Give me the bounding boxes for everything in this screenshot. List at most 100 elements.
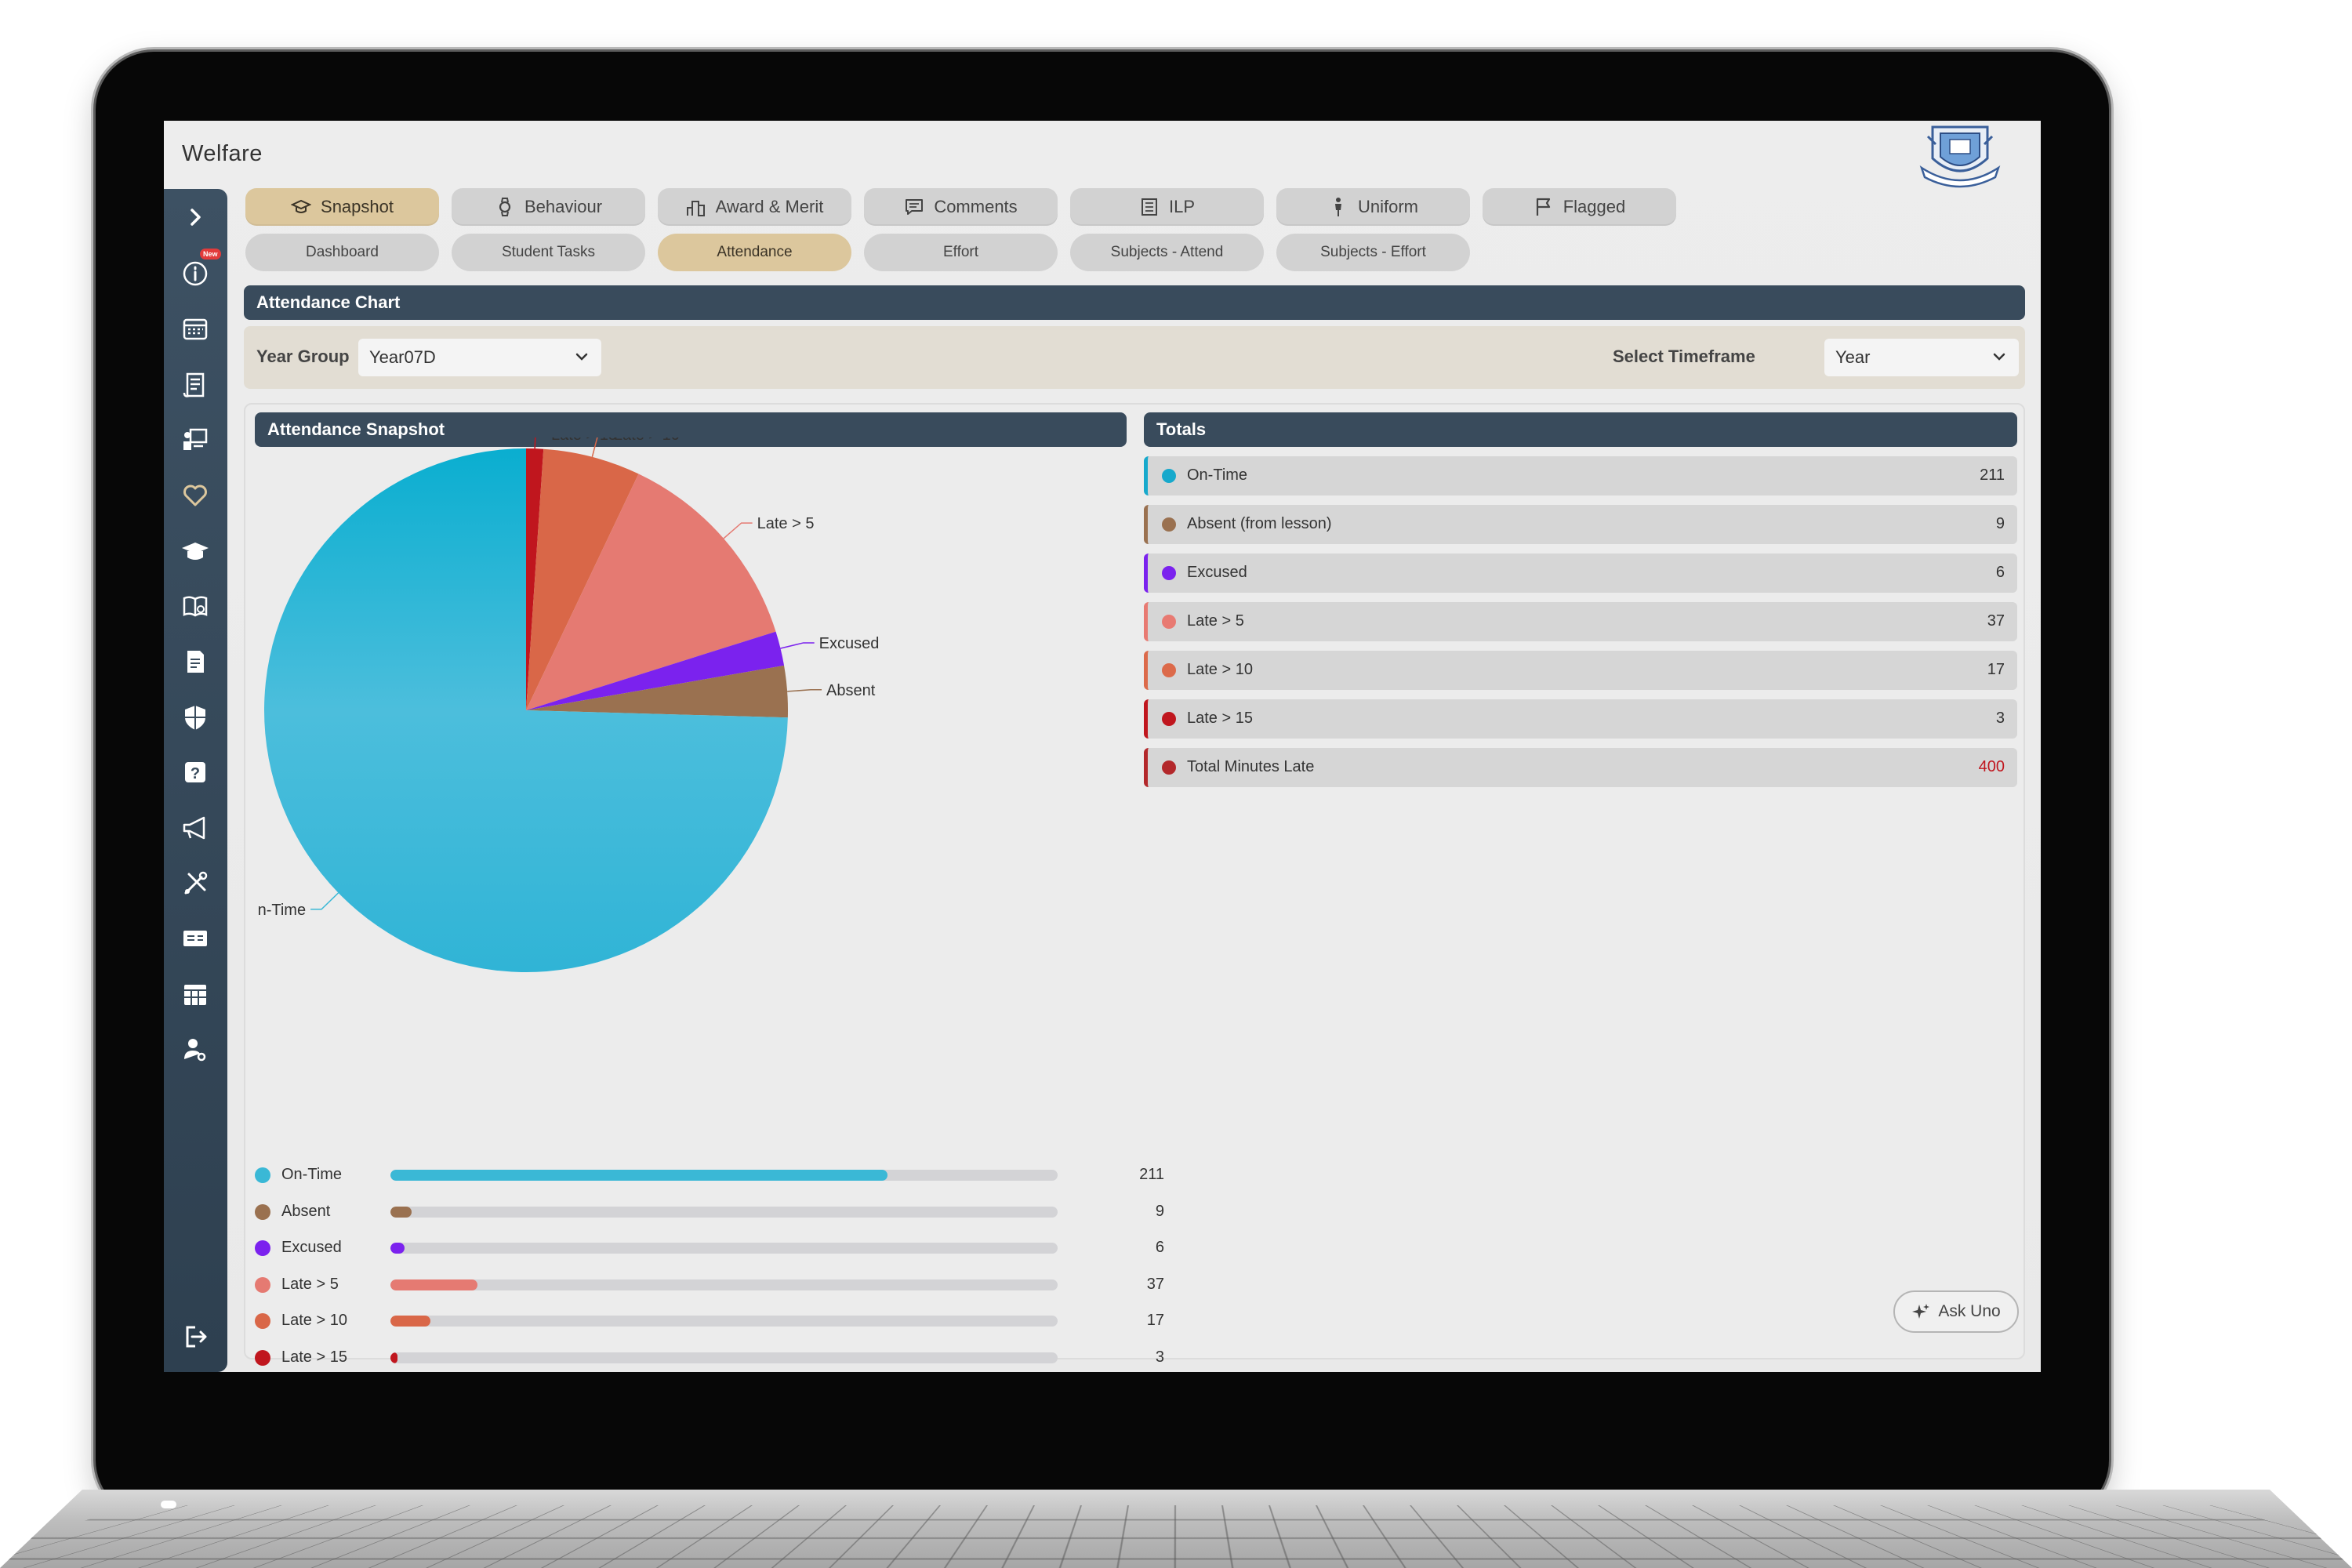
pie-slice-excused[interactable] [526,631,785,710]
totals-label: Late > 15 [1187,710,1253,727]
bar-label: Late > 15 [281,1348,347,1366]
bar-fill [390,1170,888,1181]
totals-label: Total Minutes Late [1187,758,1315,775]
bar-value: 17 [1146,1312,1164,1330]
app-title: Welfare [182,141,263,166]
subtab-attendance[interactable]: Attendance [658,234,851,271]
bar-track [390,1352,1058,1363]
bar-label: Late > 10 [281,1312,347,1330]
legend-dot [255,1167,270,1183]
subtab-effort[interactable]: Effort [864,234,1058,271]
totals-row: On-Time 211 [1144,456,2017,495]
pie-slice-late-15[interactable] [526,448,544,710]
totals-value: 17 [1987,661,2005,678]
legend-dot [255,1276,270,1293]
totals-dot [1162,663,1176,677]
tools-icon[interactable] [178,866,212,901]
totals-value: 211 [1980,466,2005,484]
laptop-notch [161,1501,176,1508]
snapshot-title: Attendance Snapshot [267,419,445,439]
totals-row: Excused 6 [1144,554,2017,593]
year-group-select[interactable]: Year07D [358,339,601,376]
pie-leader-line [780,642,815,649]
totals-dot [1162,517,1176,532]
subtab-dashboard[interactable]: Dashboard [245,234,439,271]
totals-value: 3 [1995,710,2005,727]
pie-slice-late-10[interactable] [526,448,639,710]
totals-label: Excused [1187,564,1247,581]
shield-icon[interactable] [178,700,212,735]
user-settings-icon[interactable] [178,1033,212,1067]
sparkle-icon [1912,1304,1930,1319]
bar-value: 3 [1155,1348,1164,1366]
bar-label: Excused [281,1239,342,1257]
filter-row: Year Group Year07D Select Timeframe Year [244,326,2025,389]
subtab-subjects-attend[interactable]: Subjects - Attend [1070,234,1264,271]
pie-leader-line [787,689,822,692]
pie-slice-on-time[interactable] [264,448,788,972]
pie-label: Late > 15 [551,437,617,444]
presentation-icon[interactable] [178,423,212,457]
timeframe-select[interactable]: Year [1824,339,2019,376]
year-group-value: Year07D [369,347,436,367]
totals-value: 400 [1978,758,2005,775]
pie-slice-late-5[interactable] [526,474,776,710]
tab-ilp[interactable]: ILP [1070,188,1264,226]
logout-icon[interactable] [178,1319,212,1354]
tab-uniform[interactable]: Uniform [1276,188,1470,226]
sidebar: New ? [164,189,227,1372]
tab-flagged[interactable]: Flagged [1483,188,1676,226]
app-screen: Welfare New [164,121,2041,1372]
document-icon[interactable] [178,644,212,679]
calendar-icon[interactable] [178,312,212,347]
legend-dot [255,1240,270,1257]
bar-row: Absent 9 [255,1201,1164,1225]
pie-label: On-Time [258,902,306,919]
scroll-icon[interactable] [178,368,212,402]
calendar-grid-icon[interactable] [178,977,212,1011]
bar-track [390,1206,1058,1218]
graduation-cap-icon [291,199,312,213]
bar-row: Excused 6 [255,1237,1164,1261]
totals-label: Late > 5 [1187,612,1244,630]
tab-behaviour[interactable]: Behaviour [452,188,645,226]
totals-dot [1162,566,1176,580]
bar-track [390,1316,1058,1327]
tab-label: ILP [1168,197,1196,216]
tab-award-merit[interactable]: Award & Merit [658,188,851,226]
bar-fill [390,1352,398,1363]
totals-row: Absent (from lesson) 9 [1144,505,2017,544]
chevron-down-icon [1993,353,2005,361]
flag-icon [1536,198,1550,216]
bar-fill [390,1279,478,1290]
legend-dot [255,1203,270,1220]
school-crest-logo [1919,125,2001,188]
graduation-cap-icon[interactable] [178,534,212,568]
totals-value: 37 [1987,612,2005,630]
tab-label: Award & Merit [715,197,824,216]
book-icon[interactable] [178,589,212,623]
subtab-subjects-effort[interactable]: Subjects - Effort [1276,234,1470,271]
bar-value: 211 [1139,1166,1164,1183]
pie-slice-absent[interactable] [526,665,789,718]
id-card-icon[interactable] [178,921,212,956]
bar-track [390,1279,1058,1290]
pie-leader-line [723,522,753,539]
info-new-icon[interactable]: New [178,249,221,291]
chevron-right-icon[interactable] [178,200,212,234]
snapshot-header: Attendance Snapshot [255,412,1127,447]
subtab-student-tasks[interactable]: Student Tasks [452,234,645,271]
megaphone-icon[interactable] [178,811,212,845]
pie-label: Late > 5 [757,515,815,532]
bar-value: 37 [1146,1275,1164,1293]
question-icon[interactable]: ? [178,755,212,789]
tab-label: Uniform [1357,197,1418,216]
heart-icon[interactable] [178,478,212,513]
totals-label: On-Time [1187,466,1248,484]
totals-row: Late > 10 17 [1144,651,2017,690]
tab-snapshot[interactable]: Snapshot [245,188,439,226]
ask-uno-label: Ask Uno [1938,1302,2001,1320]
watch-icon [499,198,511,216]
tab-comments[interactable]: Comments [864,188,1058,226]
ask-uno-button[interactable]: Ask Uno [1893,1290,2019,1333]
